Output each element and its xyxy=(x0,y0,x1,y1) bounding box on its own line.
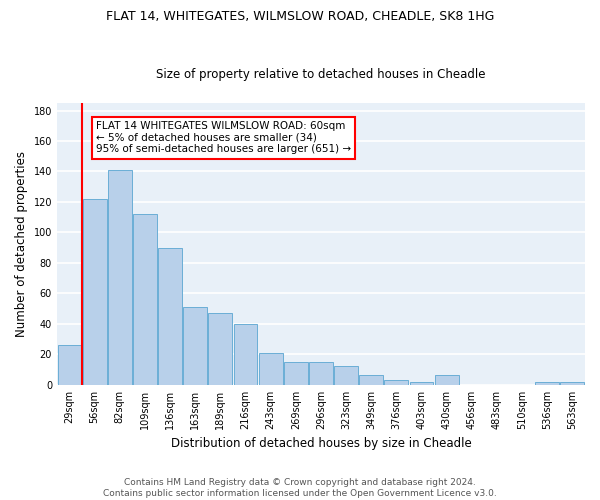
Bar xyxy=(158,248,182,384)
Y-axis label: Number of detached properties: Number of detached properties xyxy=(15,151,28,337)
Bar xyxy=(58,345,82,385)
Bar xyxy=(284,362,308,384)
Text: FLAT 14 WHITEGATES WILMSLOW ROAD: 60sqm
← 5% of detached houses are smaller (34): FLAT 14 WHITEGATES WILMSLOW ROAD: 60sqm … xyxy=(96,122,351,154)
X-axis label: Distribution of detached houses by size in Cheadle: Distribution of detached houses by size … xyxy=(170,437,472,450)
Bar xyxy=(435,376,458,384)
Bar xyxy=(133,214,157,384)
Bar xyxy=(334,366,358,384)
Bar xyxy=(410,382,433,384)
Text: FLAT 14, WHITEGATES, WILMSLOW ROAD, CHEADLE, SK8 1HG: FLAT 14, WHITEGATES, WILMSLOW ROAD, CHEA… xyxy=(106,10,494,23)
Bar xyxy=(183,307,207,384)
Bar xyxy=(83,199,107,384)
Bar xyxy=(233,324,257,384)
Bar xyxy=(560,382,584,384)
Bar xyxy=(259,352,283,384)
Bar xyxy=(208,313,232,384)
Title: Size of property relative to detached houses in Cheadle: Size of property relative to detached ho… xyxy=(156,68,486,81)
Bar xyxy=(535,382,559,384)
Bar xyxy=(359,376,383,384)
Text: Contains HM Land Registry data © Crown copyright and database right 2024.
Contai: Contains HM Land Registry data © Crown c… xyxy=(103,478,497,498)
Bar xyxy=(385,380,409,384)
Bar xyxy=(108,170,132,384)
Bar xyxy=(309,362,333,384)
